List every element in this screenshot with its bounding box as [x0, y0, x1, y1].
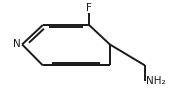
Text: F: F	[86, 3, 92, 13]
Text: N: N	[13, 39, 21, 49]
Text: NH₂: NH₂	[147, 76, 166, 86]
